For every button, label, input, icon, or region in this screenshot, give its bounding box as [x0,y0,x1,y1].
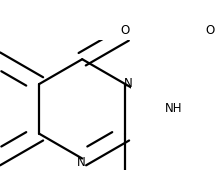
Text: O: O [121,24,130,37]
Text: N: N [124,77,133,90]
Text: N: N [76,156,85,169]
Text: NH: NH [165,102,183,115]
Text: O: O [205,24,214,37]
